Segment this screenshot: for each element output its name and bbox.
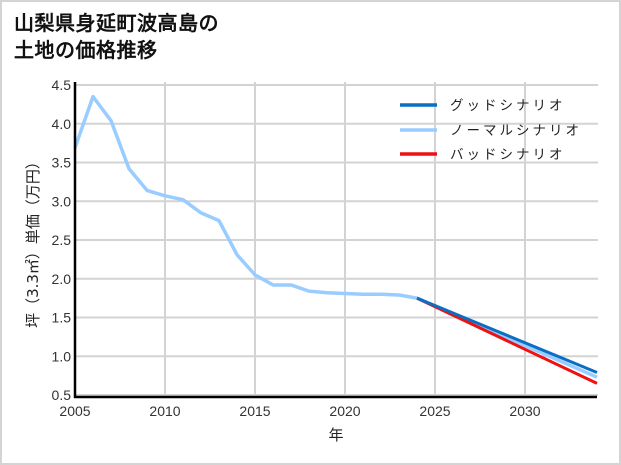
data-series bbox=[73, 94, 598, 385]
series-line-0 bbox=[416, 296, 598, 374]
series-line-2 bbox=[416, 296, 598, 385]
legend-label: ノーマルシナリオ bbox=[450, 123, 582, 139]
y-tick-labels: 0.5 1.0 1.5 2.0 2.5 3.0 3.5 4.0 4.5 bbox=[52, 77, 72, 403]
axes bbox=[73, 82, 597, 399]
y-tick-label: 0.5 bbox=[52, 387, 72, 403]
y-tick-label: 3.0 bbox=[52, 193, 72, 209]
y-tick-label: 4.0 bbox=[52, 116, 72, 132]
series-line-1 bbox=[73, 94, 598, 379]
x-tick-label: 2015 bbox=[239, 403, 270, 419]
y-tick-label: 1.0 bbox=[52, 348, 72, 364]
legend-label: グッドシナリオ bbox=[450, 98, 566, 114]
y-tick-label: 2.0 bbox=[52, 271, 72, 287]
y-axis-label: 坪（3.3㎡）単価（万円） bbox=[24, 154, 42, 328]
chart-title-line1: 山梨県身延町波高島の bbox=[14, 11, 219, 35]
y-tick-label: 1.5 bbox=[52, 310, 72, 326]
x-axis-label: 年 bbox=[328, 426, 343, 444]
y-tick-label: 4.5 bbox=[52, 77, 72, 93]
chart-title-line2: 土地の価格推移 bbox=[14, 38, 158, 62]
chart-title: 山梨県身延町波高島の 土地の価格推移 bbox=[14, 10, 219, 64]
x-tick-label: 2030 bbox=[509, 403, 540, 419]
x-tick-label: 2020 bbox=[329, 403, 360, 419]
x-tick-label: 2025 bbox=[419, 403, 450, 419]
legend-label: バッドシナリオ bbox=[450, 147, 566, 163]
x-tick-labels: 2005 2010 2015 2020 2025 2030 bbox=[59, 403, 540, 419]
y-tick-label: 3.5 bbox=[52, 155, 72, 171]
grid-lines bbox=[74, 82, 598, 397]
x-tick-label: 2005 bbox=[59, 403, 90, 419]
x-tick-label: 2010 bbox=[149, 403, 180, 419]
y-tick-label: 2.5 bbox=[52, 232, 72, 248]
